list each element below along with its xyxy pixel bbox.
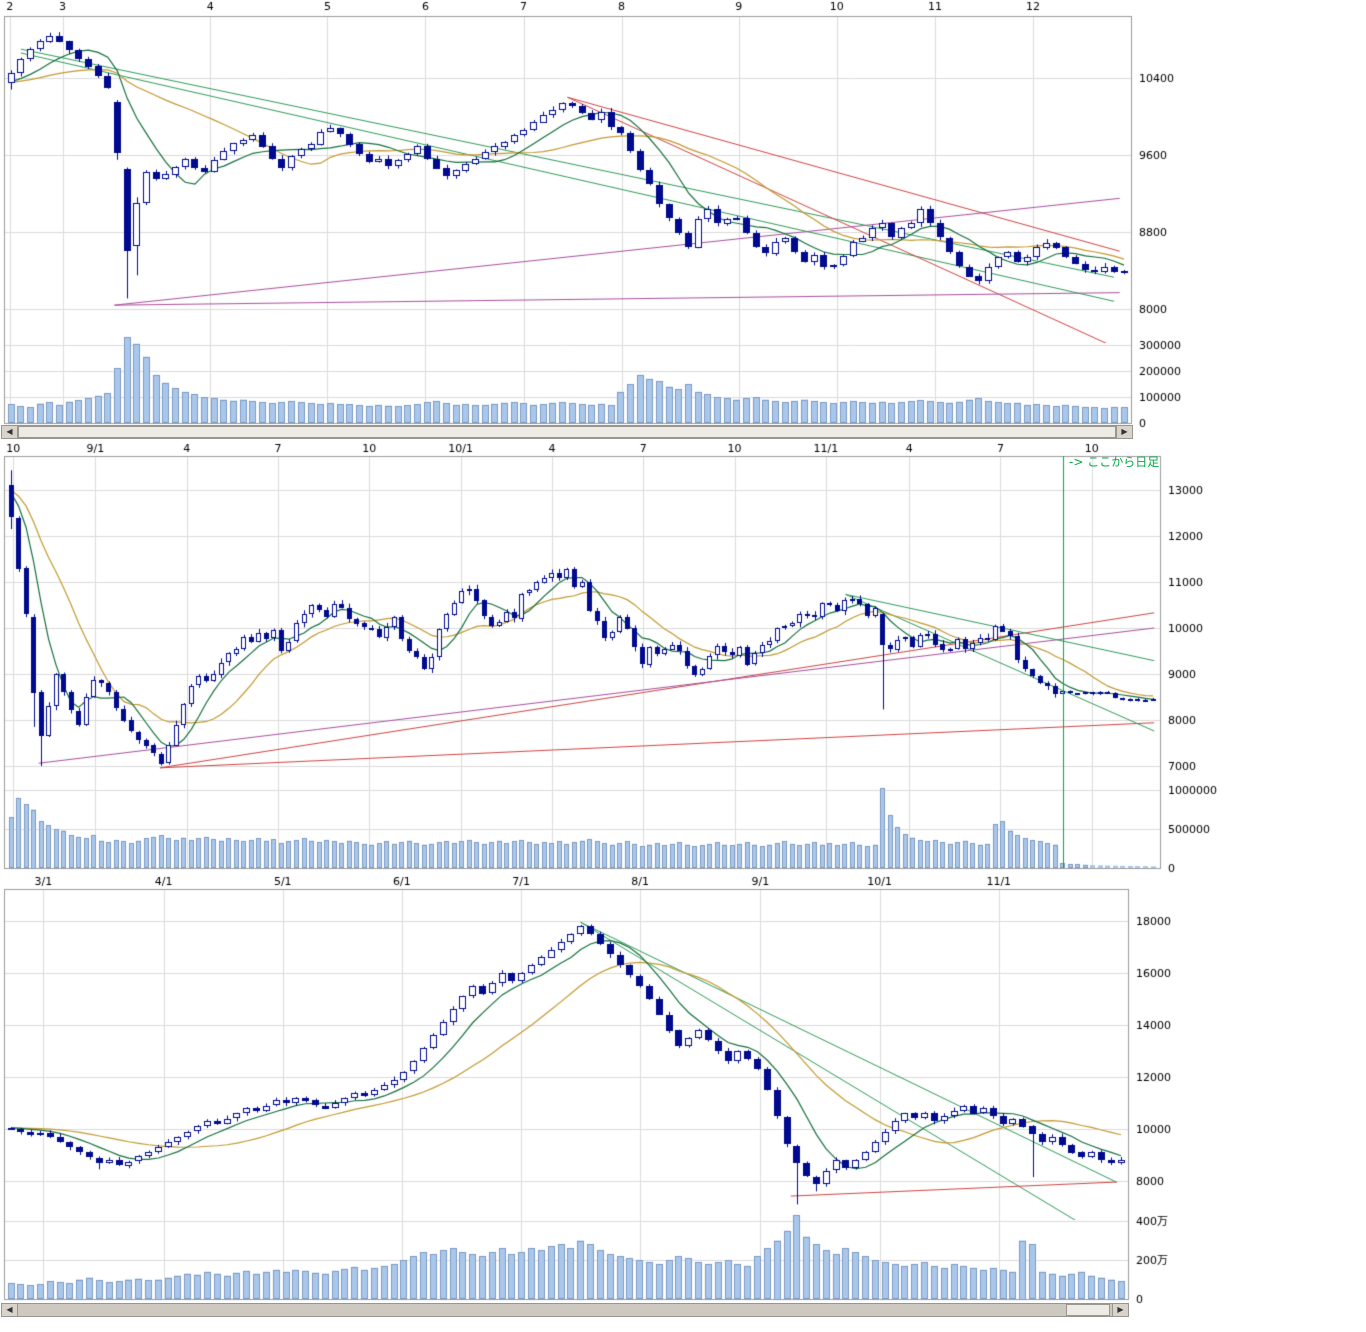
scroll-left-icon[interactable]: ◀ [2,426,18,438]
chart-panel-bottom: ◀ ▶ [0,873,1366,1332]
chart-panel-middle: -> ここから日足 [0,440,1366,874]
scrollbar-bottom-chart: ◀ ▶ [1,1303,1129,1317]
scroll-left-icon[interactable]: ◀ [2,1304,18,1316]
scroll-right-icon[interactable]: ▶ [1116,426,1132,438]
scrollbar-thumb[interactable] [18,426,1116,438]
chart-panel-top: ◀ ▶ [0,0,1366,440]
daily-chart-annotation: -> ここから日足 [1069,455,1160,469]
scrollbar-thumb[interactable] [1066,1304,1110,1316]
candlestick-chart-bottom[interactable] [0,873,1366,1332]
scrollbar-track[interactable] [18,426,1116,438]
scroll-right-icon[interactable]: ▶ [1112,1304,1128,1316]
scrollbar-top-chart: ◀ ▶ [1,425,1133,439]
scrollbar-track[interactable] [18,1304,1112,1316]
candlestick-chart-top[interactable] [0,0,1366,440]
candlestick-chart-middle[interactable] [0,440,1366,873]
